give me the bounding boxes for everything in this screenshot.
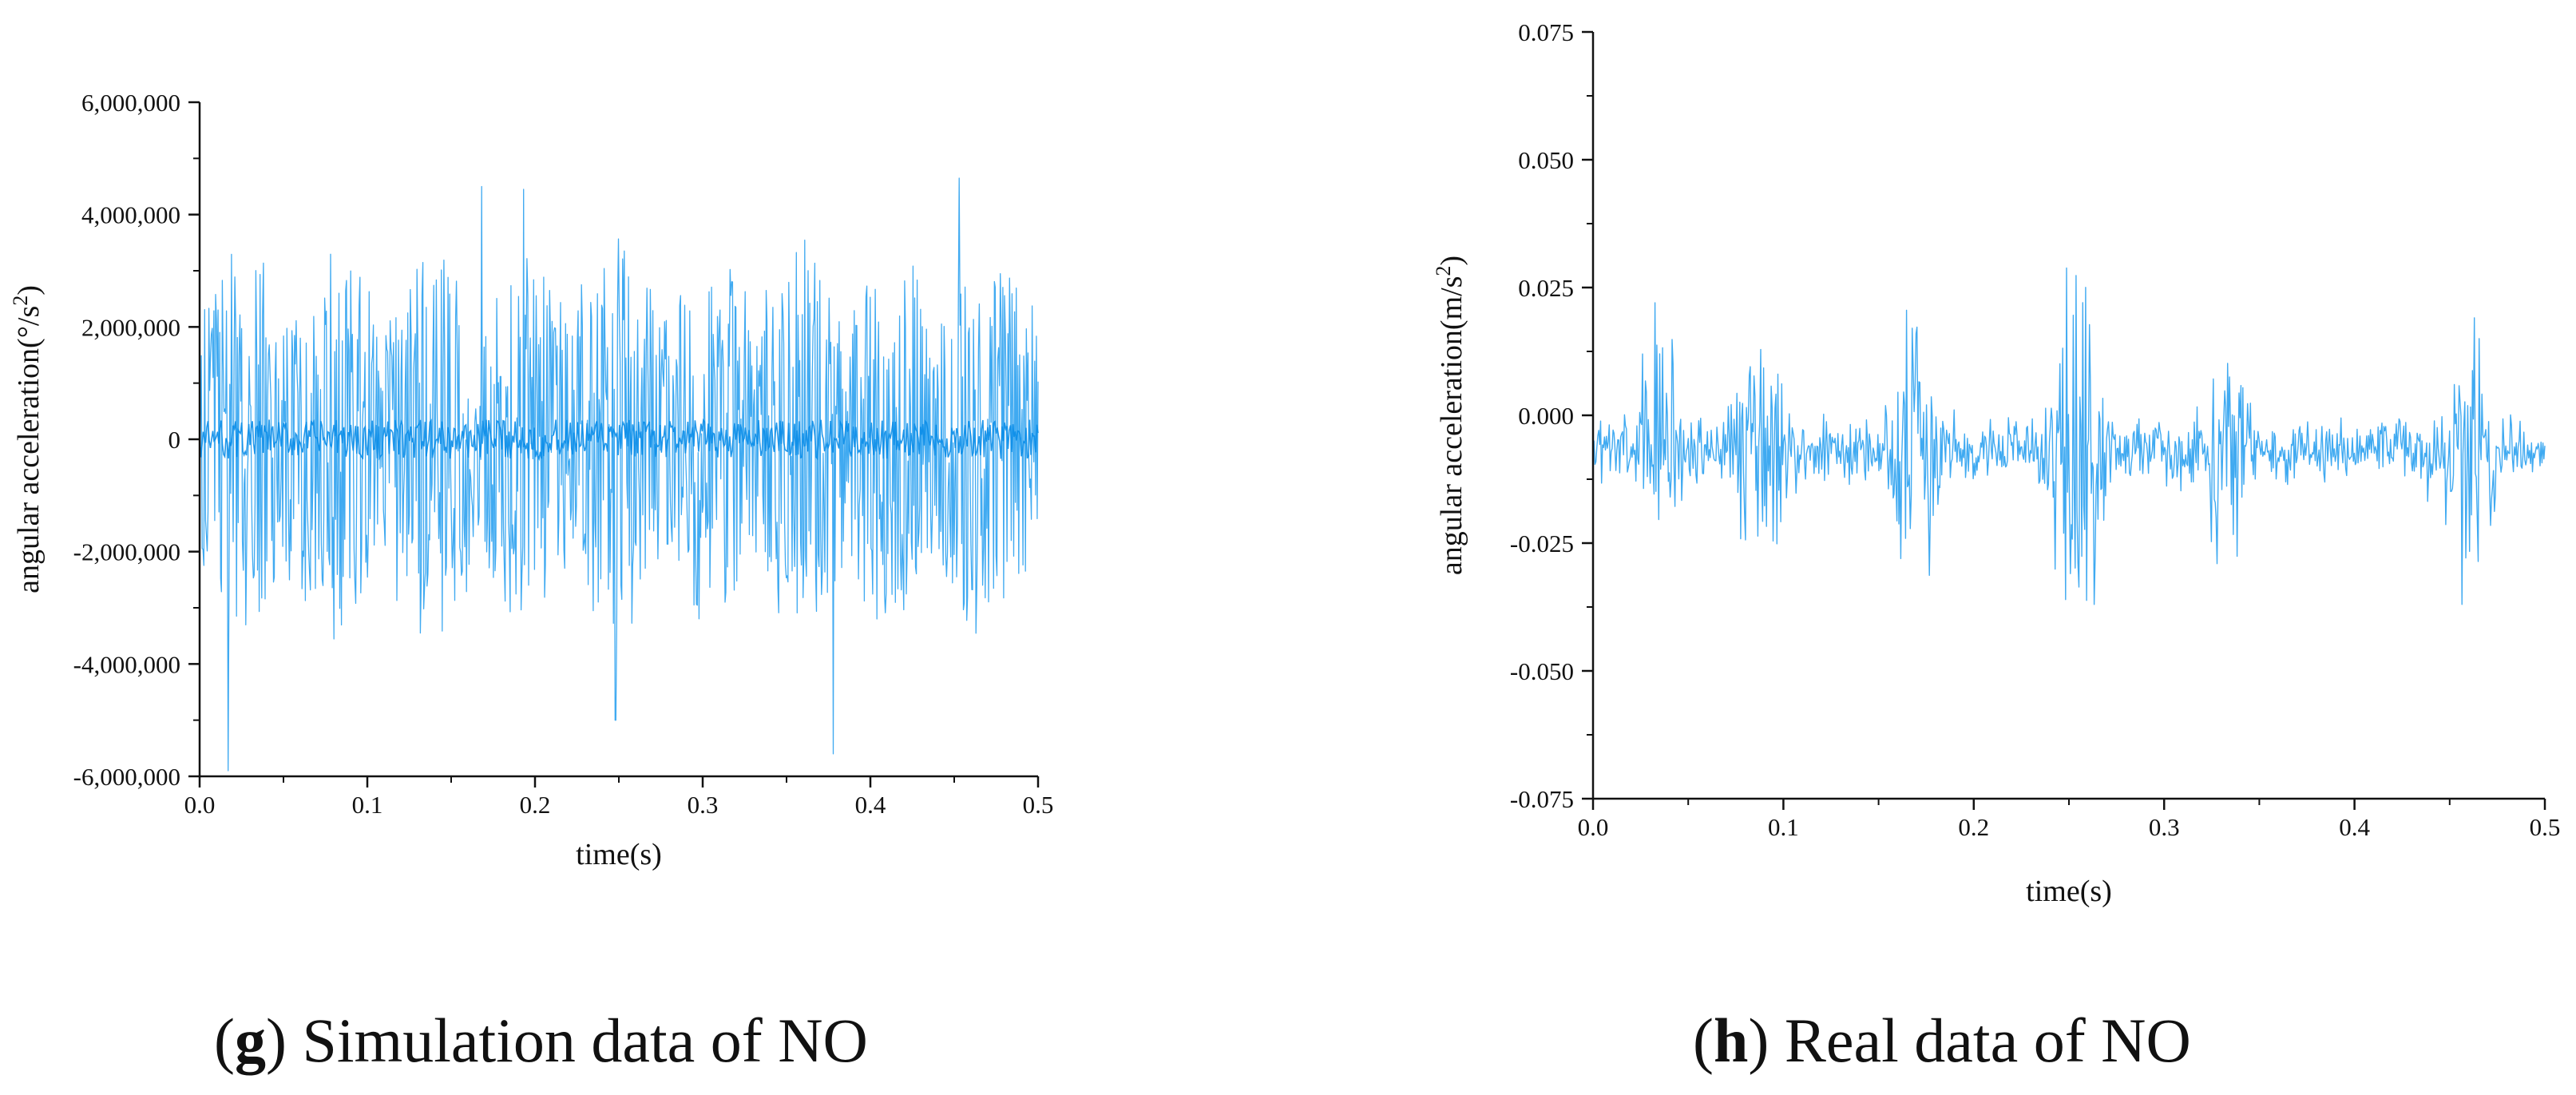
panel-g-x-tick-label: 0.2 [520, 791, 551, 819]
panel-g-x-tick-label: 0.1 [352, 791, 383, 819]
panel-g-chart: 0.0 0.1 0.2 0.3 0.4 0.5 -6,000,000 -4,000,000 -2… [9, 89, 1053, 871]
panel-g-y-tick-label: -4,000,000 [73, 650, 180, 678]
panel-h-caption-text: Real data of NO [1784, 1006, 2191, 1075]
panel-g-y-label-prefix: angular acceleration(°/s [12, 306, 46, 593]
panel-h-series-line [1592, 267, 2546, 605]
panel-h-y-tick-label: -0.075 [1510, 785, 1574, 813]
panel-h-y-tick-label: 0.050 [1518, 146, 1574, 174]
panel-g-y-tick-label: -6,000,000 [73, 763, 180, 791]
panel-h-caption: (h) Real data of NO [1693, 1006, 2191, 1075]
panel-g-caption-text: Simulation data of NO [302, 1006, 868, 1075]
panel-g-series [199, 177, 1039, 772]
panel-h-y-tick-label: -0.025 [1510, 530, 1574, 557]
panel-g-y-tick-label: -2,000,000 [73, 538, 180, 566]
panel-g-series-core [199, 418, 1039, 462]
panel-h-x-tick-label: 0.0 [1578, 813, 1609, 841]
panel-g-y-tick-label: 4,000,000 [81, 201, 180, 229]
panel-g-x-tick-label: 0.5 [1023, 791, 1054, 819]
panel-h-x-tick-label: 0.4 [2339, 813, 2370, 841]
panel-h-ticks: 0.0 0.1 0.2 0.3 0.4 0.5 -0.075 -0.050 -0.025 0.00… [1510, 18, 2560, 841]
panel-h-y-tick-label: 0.025 [1518, 274, 1574, 302]
panel-g-y-label-superscript: 2 [9, 296, 32, 306]
panel-g-x-axis-label: time(s) [576, 838, 662, 871]
panel-g-y-tick-label: 2,000,000 [81, 313, 180, 341]
panel-h-y-label-superscript: 2 [1432, 266, 1455, 276]
panel-g-x-tick-label: 0.4 [855, 791, 886, 819]
panel-h-y-tick-label: -0.050 [1510, 657, 1574, 685]
panel-g-series-line [199, 177, 1039, 772]
panel-h-x-tick-label: 0.5 [2530, 813, 2561, 841]
panel-g-y-tick-label: 0 [168, 426, 181, 454]
panel-h-y-axis-label: angular acceleration(m/s2) [1432, 256, 1468, 575]
panel-g-y-label-suffix: ) [12, 285, 46, 296]
panel-h-y-label-suffix: ) [1435, 256, 1468, 266]
panel-h-caption-letter: h [1713, 1006, 1749, 1075]
panel-h-x-axis-label: time(s) [2026, 875, 2112, 908]
panel-g-caption: (g) Simulation data of NO [214, 1006, 868, 1075]
panel-h-chart: 0.0 0.1 0.2 0.3 0.4 0.5 -0.075 -0.050 -0.025 0.00… [1432, 18, 2560, 908]
panel-g-y-tick-label: 6,000,000 [81, 89, 180, 117]
panel-h-y-tick-label: 0.075 [1518, 18, 1574, 46]
panel-g-x-tick-label: 0.3 [688, 791, 719, 819]
panel-g-y-axis-label: angular acceleration(°/s2) [9, 285, 46, 593]
panel-h-y-tick-label: 0.000 [1518, 402, 1574, 430]
panel-g-ticks: 0.0 0.1 0.2 0.3 0.4 0.5 -6,000,000 -4,000,000 -2… [73, 89, 1054, 819]
panel-h-x-tick-label: 0.1 [1768, 813, 1799, 841]
panel-h-x-tick-label: 0.3 [2149, 813, 2180, 841]
panel-h-series [1592, 267, 2546, 605]
panel-g-caption-letter: g [234, 1006, 266, 1075]
panel-h-x-tick-label: 0.2 [1958, 813, 1989, 841]
panel-h-y-label-prefix: angular acceleration(m/s [1435, 276, 1468, 576]
panel-g-x-tick-label: 0.0 [184, 791, 216, 819]
